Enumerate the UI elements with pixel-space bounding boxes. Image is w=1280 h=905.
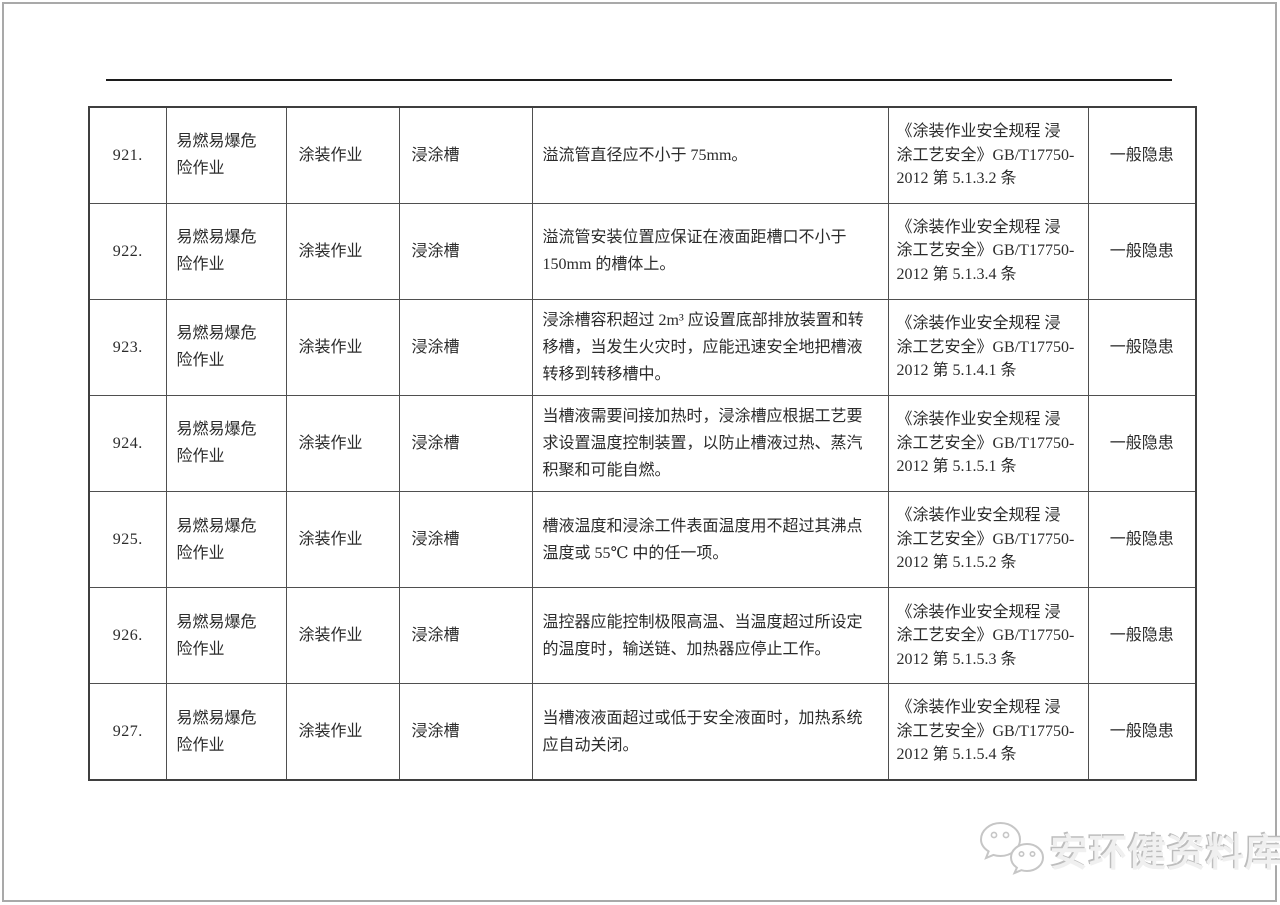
table-row: 921. 易燃易爆危险作业 涂装作业 浸涂槽 溢流管直径应不小于 75mm。 《… [88, 106, 1197, 204]
row-number-cell: 924. [88, 394, 167, 493]
header-rule [106, 79, 1172, 81]
reference-cell: 《涂装作业安全规程 浸涂工艺安全》GB/T17750-2012 第 5.1.3.… [887, 106, 1089, 204]
item-cell: 浸涂槽 [398, 202, 533, 300]
row-number-cell: 923. [88, 298, 167, 396]
activity-cell: 涂装作业 [285, 202, 400, 300]
description-cell: 溢流管安装位置应保证在液面距槽口不小于 150mm 的槽体上。 [531, 202, 889, 300]
table-row: 923. 易燃易爆危险作业 涂装作业 浸涂槽 浸涂槽容积超过 2m³ 应设置底部… [88, 298, 1197, 396]
row-number-cell: 921. [88, 106, 167, 204]
activity-cell: 涂装作业 [285, 106, 400, 204]
table-row: 924. 易燃易爆危险作业 涂装作业 浸涂槽 当槽液需要间接加热时，浸涂槽应根据… [88, 394, 1197, 493]
category-cell: 易燃易爆危险作业 [165, 394, 287, 493]
level-cell: 一般隐患 [1087, 106, 1197, 204]
category-cell: 易燃易爆危险作业 [165, 106, 287, 204]
level-cell: 一般隐患 [1087, 394, 1197, 493]
item-cell: 浸涂槽 [398, 298, 533, 396]
item-cell: 浸涂槽 [398, 587, 533, 685]
item-cell: 浸涂槽 [398, 683, 533, 781]
item-cell: 浸涂槽 [398, 491, 533, 589]
category-cell: 易燃易爆危险作业 [165, 202, 287, 300]
level-cell: 一般隐患 [1087, 298, 1197, 396]
item-cell: 浸涂槽 [398, 106, 533, 204]
table-row: 922. 易燃易爆危险作业 涂装作业 浸涂槽 溢流管安装位置应保证在液面距槽口不… [88, 202, 1197, 300]
level-cell: 一般隐患 [1087, 202, 1197, 300]
activity-cell: 涂装作业 [285, 587, 400, 685]
category-cell: 易燃易爆危险作业 [165, 491, 287, 589]
level-cell: 一般隐患 [1087, 587, 1197, 685]
row-number-cell: 922. [88, 202, 167, 300]
reference-cell: 《涂装作业安全规程 浸涂工艺安全》GB/T17750-2012 第 5.1.5.… [887, 587, 1089, 685]
category-cell: 易燃易爆危险作业 [165, 298, 287, 396]
description-cell: 当槽液需要间接加热时，浸涂槽应根据工艺要求设置温度控制装置，以防止槽液过热、蒸汽… [531, 394, 889, 493]
description-cell: 当槽液液面超过或低于安全液面时，加热系统应自动关闭。 [531, 683, 889, 781]
description-cell: 温控器应能控制极限高温、当温度超过所设定的温度时，输送链、加热器应停止工作。 [531, 587, 889, 685]
description-cell: 溢流管直径应不小于 75mm。 [531, 106, 889, 204]
row-number-cell: 925. [88, 491, 167, 589]
reference-cell: 《涂装作业安全规程 浸涂工艺安全》GB/T17750-2012 第 5.1.5.… [887, 683, 1089, 781]
level-cell: 一般隐患 [1087, 683, 1197, 781]
category-cell: 易燃易爆危险作业 [165, 683, 287, 781]
table-row: 927. 易燃易爆危险作业 涂装作业 浸涂槽 当槽液液面超过或低于安全液面时，加… [88, 683, 1197, 781]
description-cell: 浸涂槽容积超过 2m³ 应设置底部排放装置和转移槽，当发生火灾时，应能迅速安全地… [531, 298, 889, 396]
reference-cell: 《涂装作业安全规程 浸涂工艺安全》GB/T17750-2012 第 5.1.5.… [887, 491, 1089, 589]
table-row: 926. 易燃易爆危险作业 涂装作业 浸涂槽 温控器应能控制极限高温、当温度超过… [88, 587, 1197, 685]
row-number-cell: 927. [88, 683, 167, 781]
activity-cell: 涂装作业 [285, 683, 400, 781]
watermark-text: 安环健资料库 [1050, 832, 1280, 875]
activity-cell: 涂装作业 [285, 394, 400, 493]
hazard-table: 921. 易燃易爆危险作业 涂装作业 浸涂槽 溢流管直径应不小于 75mm。 《… [88, 106, 1197, 781]
table-row: 925. 易燃易爆危险作业 涂装作业 浸涂槽 槽液温度和浸涂工件表面温度用不超过… [88, 491, 1197, 589]
item-cell: 浸涂槽 [398, 394, 533, 493]
activity-cell: 涂装作业 [285, 298, 400, 396]
description-cell: 槽液温度和浸涂工件表面温度用不超过其沸点温度或 55℃ 中的任一项。 [531, 491, 889, 589]
level-cell: 一般隐患 [1087, 491, 1197, 589]
category-cell: 易燃易爆危险作业 [165, 587, 287, 685]
reference-cell: 《涂装作业安全规程 浸涂工艺安全》GB/T17750-2012 第 5.1.5.… [887, 394, 1089, 493]
reference-cell: 《涂装作业安全规程 浸涂工艺安全》GB/T17750-2012 第 5.1.3.… [887, 202, 1089, 300]
row-number-cell: 926. [88, 587, 167, 685]
activity-cell: 涂装作业 [285, 491, 400, 589]
reference-cell: 《涂装作业安全规程 浸涂工艺安全》GB/T17750-2012 第 5.1.4.… [887, 298, 1089, 396]
wechat-icon [979, 821, 1045, 875]
watermark: 安环健资料库 [978, 820, 1280, 878]
